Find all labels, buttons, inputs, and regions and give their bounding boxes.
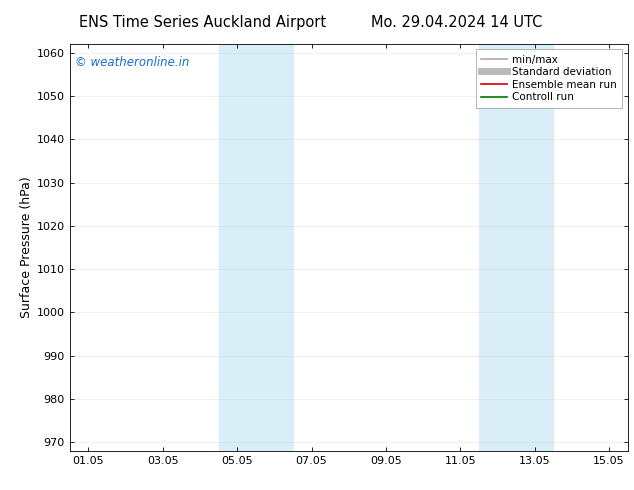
Y-axis label: Surface Pressure (hPa): Surface Pressure (hPa) bbox=[20, 176, 32, 318]
Legend: min/max, Standard deviation, Ensemble mean run, Controll run: min/max, Standard deviation, Ensemble me… bbox=[476, 49, 623, 107]
Text: © weatheronline.in: © weatheronline.in bbox=[75, 56, 190, 69]
Text: Mo. 29.04.2024 14 UTC: Mo. 29.04.2024 14 UTC bbox=[371, 15, 542, 29]
Bar bbox=[516, 44, 553, 451]
Bar bbox=[219, 44, 256, 451]
Bar bbox=[256, 44, 293, 451]
Text: ENS Time Series Auckland Airport: ENS Time Series Auckland Airport bbox=[79, 15, 327, 29]
Bar bbox=[479, 44, 516, 451]
Title: ENS Time Series Auckland Airport        Mo. 29.04.2024 14 UTC: ENS Time Series Auckland Airport Mo. 29.… bbox=[0, 489, 1, 490]
